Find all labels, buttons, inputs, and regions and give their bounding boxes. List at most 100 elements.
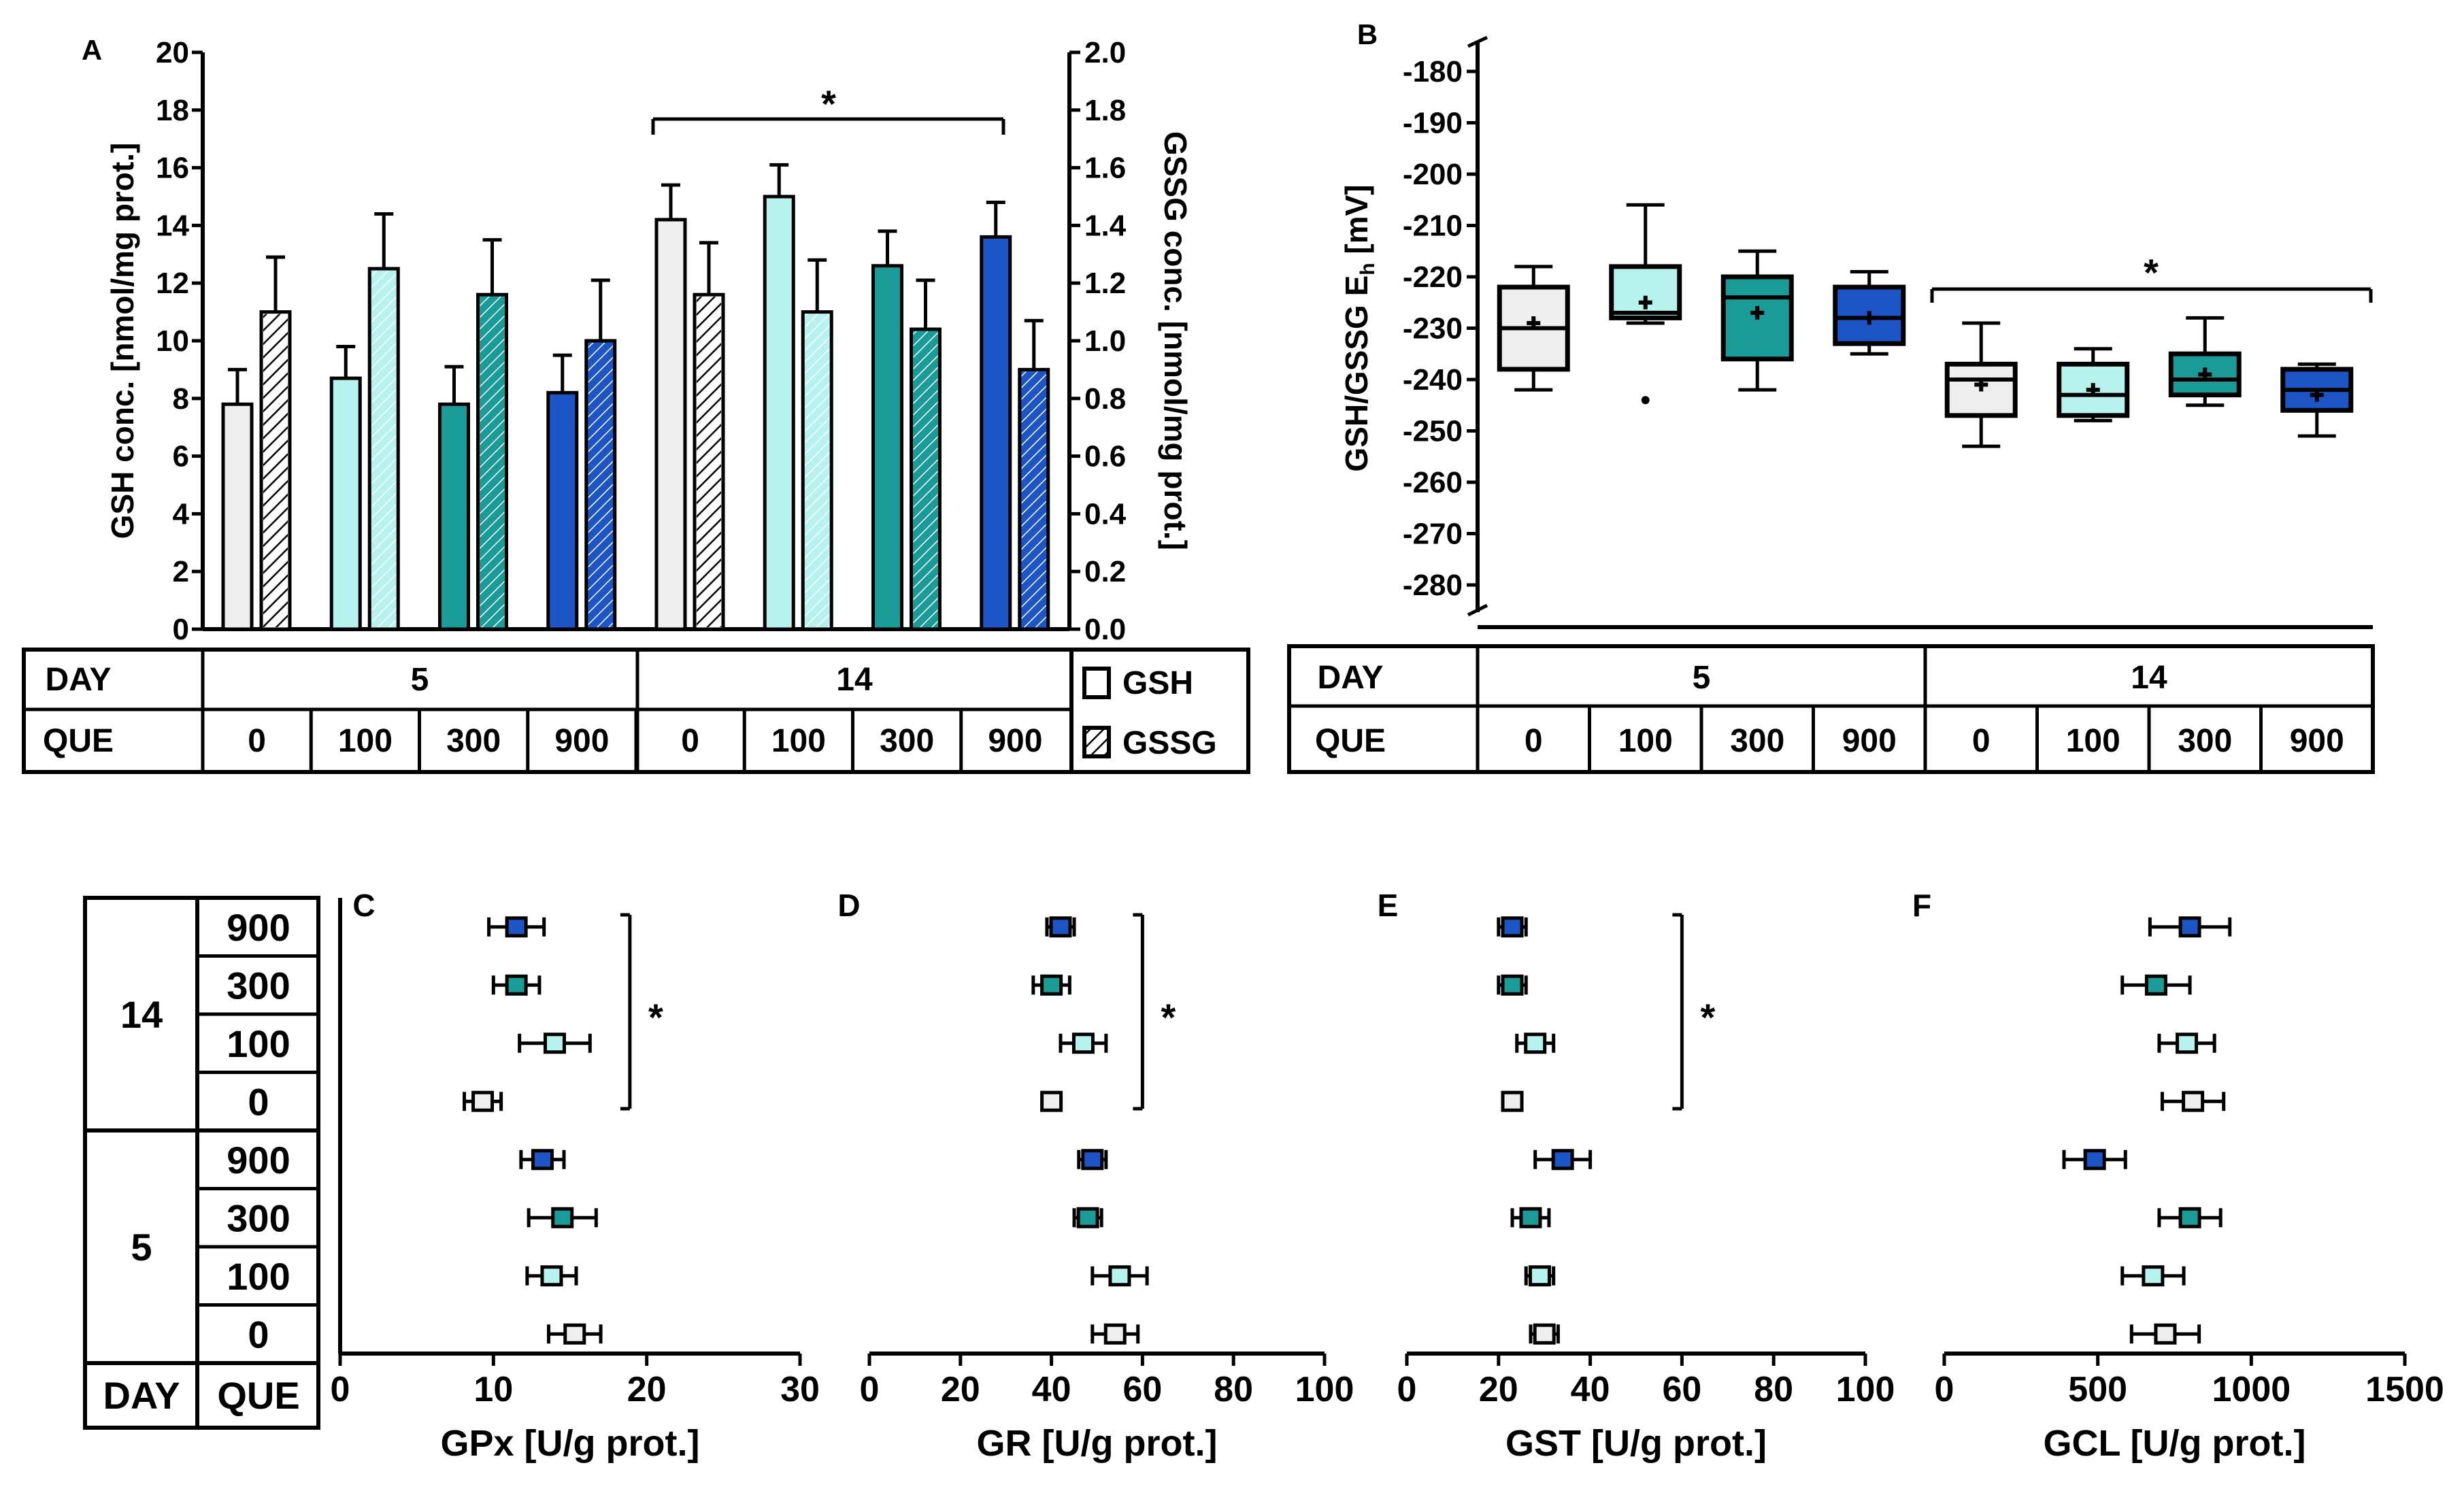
- y-tick-label: -220: [1403, 261, 1463, 294]
- x-axis-title: GR [U/g prot.]: [977, 1423, 1218, 1464]
- panel-b-box-plot: B -280 -270 -260 -250 -240 -230 -220 -210 -200 -19…: [1287, 18, 2375, 774]
- y-tick-label-right: 1.6: [1084, 152, 1126, 185]
- y-tick-label-right: 1.0: [1084, 324, 1126, 358]
- y-tick-label-left: 16: [156, 152, 189, 185]
- gsh-bar: [763, 195, 795, 631]
- x-axis-title: GPx [U/g prot.]: [441, 1423, 700, 1464]
- y-axis-title-main: GSH/GSSG E: [1339, 275, 1374, 472]
- mean-marker: [1501, 1090, 1524, 1112]
- table-que-value: 0: [248, 723, 266, 759]
- significance-star: *: [821, 82, 836, 125]
- table-que-value: 100: [1618, 723, 1673, 759]
- table-que-value: 0: [1972, 723, 1991, 759]
- mean-marker: [1524, 1033, 1547, 1054]
- legend-gsh-label: GSH: [1122, 665, 1193, 701]
- axis-break: [1467, 603, 1488, 617]
- y-tick-label-left: 18: [156, 94, 189, 127]
- panel-a-bar-chart: A 0 2 4 6 8 10 12 14 16 18 20 0.0 0.2 0.4 0.6 0.8 1.0 1.2 1…: [22, 34, 1250, 774]
- x-tick-label: 500: [2068, 1370, 2127, 1409]
- mean-marker: [2176, 1033, 2199, 1054]
- y-tick-label: -270: [1403, 518, 1463, 551]
- table-que-value: 900: [1842, 723, 1897, 759]
- mean-marker: [540, 1265, 563, 1287]
- row-que-value: 900: [227, 906, 290, 949]
- panel-f-gcl: F 0 500 1000 1500 GCL [U/g prot.]: [1912, 888, 2444, 1464]
- y-tick-label-right: 0.8: [1084, 382, 1126, 416]
- mean-marker: [505, 974, 528, 996]
- mean-marker: [1103, 1323, 1127, 1345]
- y-tick-label-left: 6: [173, 440, 189, 473]
- y-tick-label-left: 8: [173, 382, 189, 416]
- mean-marker: [2083, 1149, 2106, 1171]
- table-day-value: 14: [2131, 660, 2167, 696]
- mean-marker: [2178, 1207, 2201, 1228]
- panel-d-gr: D 0 20 40 60 80 100 GR [U/g prot.] *: [837, 888, 1354, 1464]
- panel-label-b: B: [1357, 18, 1378, 50]
- mean-marker: [1040, 974, 1063, 996]
- table-day-value: 14: [836, 662, 873, 698]
- table-day-value: 5: [1693, 660, 1711, 696]
- table-day-value: 5: [411, 662, 429, 698]
- row-table-day-label: DAY: [103, 1374, 180, 1417]
- box-mean-marker: [1750, 305, 1765, 320]
- row-que-value: 0: [248, 1080, 269, 1123]
- x-tick-label: 0: [1397, 1370, 1417, 1409]
- gsh-bar: [980, 235, 1012, 631]
- gssg-bar-hatch: [805, 314, 830, 627]
- box-mean-marker: [2198, 367, 2212, 382]
- x-tick-label: 1000: [2212, 1370, 2291, 1409]
- y-tick-label-right: 0.6: [1084, 440, 1126, 473]
- mean-marker: [1519, 1207, 1542, 1228]
- mean-marker: [543, 1033, 566, 1054]
- table-day-label: DAY: [46, 662, 112, 698]
- x-axis-title: GCL [U/g prot.]: [2044, 1423, 2306, 1464]
- table-que-label: QUE: [43, 723, 114, 759]
- row-que-value: 100: [227, 1022, 290, 1065]
- panel-e-gst: E 0 20 40 60 80 100 GST [U/g prot.] *: [1378, 888, 1895, 1464]
- mean-marker: [2154, 1323, 2177, 1345]
- row-que-value: 0: [248, 1313, 269, 1356]
- box-mean-marker: [2086, 383, 2100, 397]
- x-tick-label: 60: [1122, 1370, 1162, 1409]
- y-tick-label: -190: [1403, 107, 1463, 140]
- table-que-value: 900: [988, 723, 1042, 759]
- y-tick-label-right: 1.4: [1084, 209, 1127, 242]
- x-tick-label: 20: [941, 1370, 980, 1409]
- mean-marker: [1501, 916, 1524, 938]
- significance-star: *: [2144, 251, 2159, 294]
- y-axis-title-sub: h: [1356, 263, 1379, 275]
- panel-label: D: [837, 888, 860, 923]
- mean-marker: [1049, 916, 1072, 938]
- gssg-bar-hatch: [913, 331, 938, 627]
- y-tick-label: -260: [1403, 466, 1463, 499]
- table-que-value: 100: [338, 723, 393, 759]
- table-que-value: 300: [880, 723, 934, 759]
- box-mean-marker: [1862, 311, 1876, 325]
- box-mean-marker: [2310, 388, 2324, 402]
- mean-marker: [531, 1149, 554, 1171]
- mean-marker: [563, 1323, 586, 1345]
- panel-c-gpx: C 0 10 20 30 GPx [U/g prot.] *: [331, 888, 820, 1464]
- box-mean-marker: [1527, 316, 1541, 330]
- significance-star: *: [1701, 996, 1716, 1039]
- panel-label: F: [1912, 888, 1931, 923]
- y-tick-label-left: 0: [173, 613, 189, 646]
- panel-label: E: [1378, 888, 1399, 923]
- y-tick-label-left: 14: [156, 209, 189, 242]
- x-tick-label: 0: [331, 1370, 350, 1409]
- y-axis-title-right: GSSG conc. [nmol/mg prot.]: [1158, 131, 1193, 550]
- gssg-bar-hatch: [263, 314, 288, 627]
- table-que-value: 0: [1525, 723, 1543, 759]
- row-que-value: 100: [227, 1255, 290, 1298]
- y-tick-label-right: 1.8: [1084, 94, 1126, 127]
- gsh-bar: [329, 376, 362, 631]
- box-mean-marker: [1638, 295, 1652, 309]
- legend-gsh-swatch: [1082, 667, 1111, 699]
- x-tick-label: 80: [1754, 1370, 1793, 1409]
- y-tick-label-right: 0.4: [1084, 497, 1127, 531]
- y-tick-label: -250: [1403, 415, 1463, 448]
- row-table-frame: [83, 896, 320, 1430]
- gsh-bar: [438, 402, 470, 631]
- legend-gssg-label: GSSG: [1122, 725, 1217, 761]
